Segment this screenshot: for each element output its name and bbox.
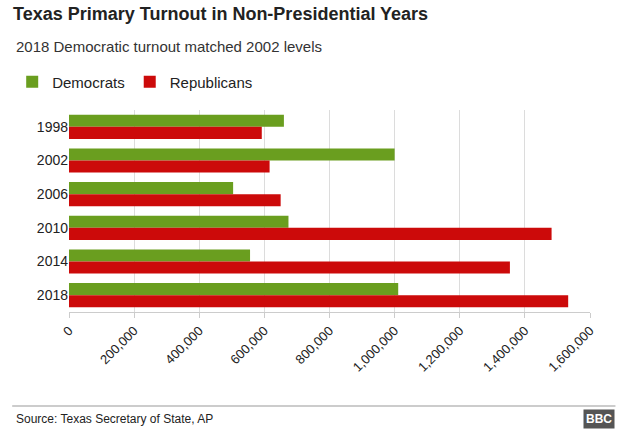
svg-text:Texas Primary Turnout in Non-P: Texas Primary Turnout in Non-Presidentia… [13,4,428,24]
svg-text:2006: 2006 [37,186,68,202]
svg-text:2010: 2010 [37,220,68,236]
svg-text:2014: 2014 [37,253,68,269]
svg-text:2018: 2018 [37,287,68,303]
svg-text:1,400,000: 1,400,000 [480,323,532,375]
svg-text:1,600,000: 1,600,000 [545,323,597,375]
svg-text:400,000: 400,000 [162,323,206,367]
svg-text:1,200,000: 1,200,000 [415,323,467,375]
svg-text:2002: 2002 [37,152,68,168]
svg-text:200,000: 200,000 [97,323,141,367]
svg-text:Democrats: Democrats [52,74,125,91]
svg-text:Source: Texas Secretary of Sta: Source: Texas Secretary of State, AP [16,412,213,426]
svg-text:BBC: BBC [586,412,612,426]
svg-text:1998: 1998 [37,119,68,135]
svg-text:600,000: 600,000 [227,323,271,367]
svg-text:2018 Democratic turnout matche: 2018 Democratic turnout matched 2002 lev… [16,38,322,55]
svg-text:1,000,000: 1,000,000 [350,323,402,375]
svg-text:0: 0 [60,323,76,339]
svg-text:Republicans: Republicans [170,74,253,91]
svg-text:800,000: 800,000 [292,323,336,367]
